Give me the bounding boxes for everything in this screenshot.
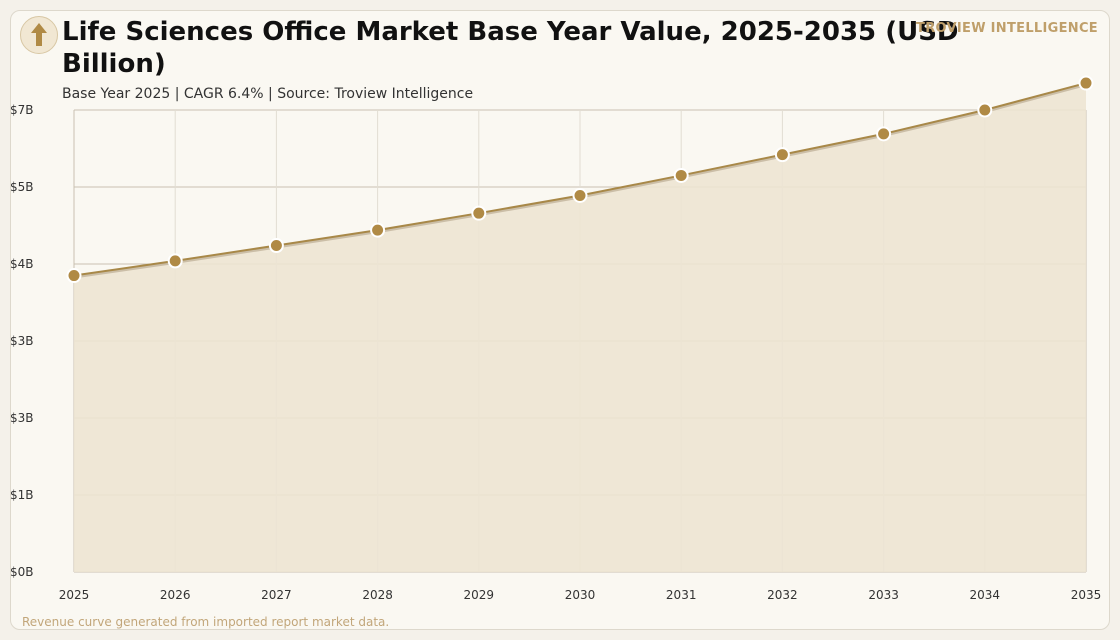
- y-tick-label: $3B: [10, 334, 34, 348]
- x-tick-label: 2033: [868, 588, 899, 602]
- x-tick-label: 2034: [970, 588, 1001, 602]
- x-tick-label: 2029: [464, 588, 495, 602]
- brand-label: TROVIEW INTELLIGENCE: [916, 21, 1098, 36]
- data-point: [977, 102, 993, 118]
- x-tick-label: 2035: [1071, 588, 1102, 602]
- x-tick-label: 2032: [767, 588, 798, 602]
- logo: [20, 16, 58, 54]
- data-point: [673, 167, 689, 183]
- chart-title: Life Sciences Office Market Base Year Va…: [62, 17, 959, 79]
- data-point: [876, 126, 892, 142]
- x-tick-label: 2028: [362, 588, 393, 602]
- footer-note: Revenue curve generated from imported re…: [22, 615, 390, 629]
- y-tick-label: $0B: [10, 565, 34, 579]
- data-point: [167, 253, 183, 269]
- data-point: [66, 268, 82, 284]
- data-point: [1078, 75, 1094, 91]
- data-point: [268, 238, 284, 254]
- x-tick-label: 2027: [261, 588, 292, 602]
- series-area: [74, 83, 1086, 573]
- x-tick-label: 2030: [565, 588, 596, 602]
- y-tick-label: $4B: [10, 257, 34, 271]
- x-tick-label: 2026: [160, 588, 191, 602]
- data-point: [774, 147, 790, 163]
- x-tick-label: 2031: [666, 588, 697, 602]
- y-tick-label: $5B: [10, 180, 34, 194]
- data-point: [572, 187, 588, 203]
- upload-arrow-icon: [31, 23, 47, 46]
- y-tick-label: $7B: [10, 103, 34, 117]
- chart-subtitle: Base Year 2025 | CAGR 6.4% | Source: Tro…: [62, 86, 474, 102]
- x-tick-label: 2025: [59, 588, 90, 602]
- y-tick-label: $3B: [10, 411, 34, 425]
- y-tick-label: $1B: [10, 488, 34, 502]
- data-point: [370, 222, 386, 238]
- data-point: [471, 205, 487, 221]
